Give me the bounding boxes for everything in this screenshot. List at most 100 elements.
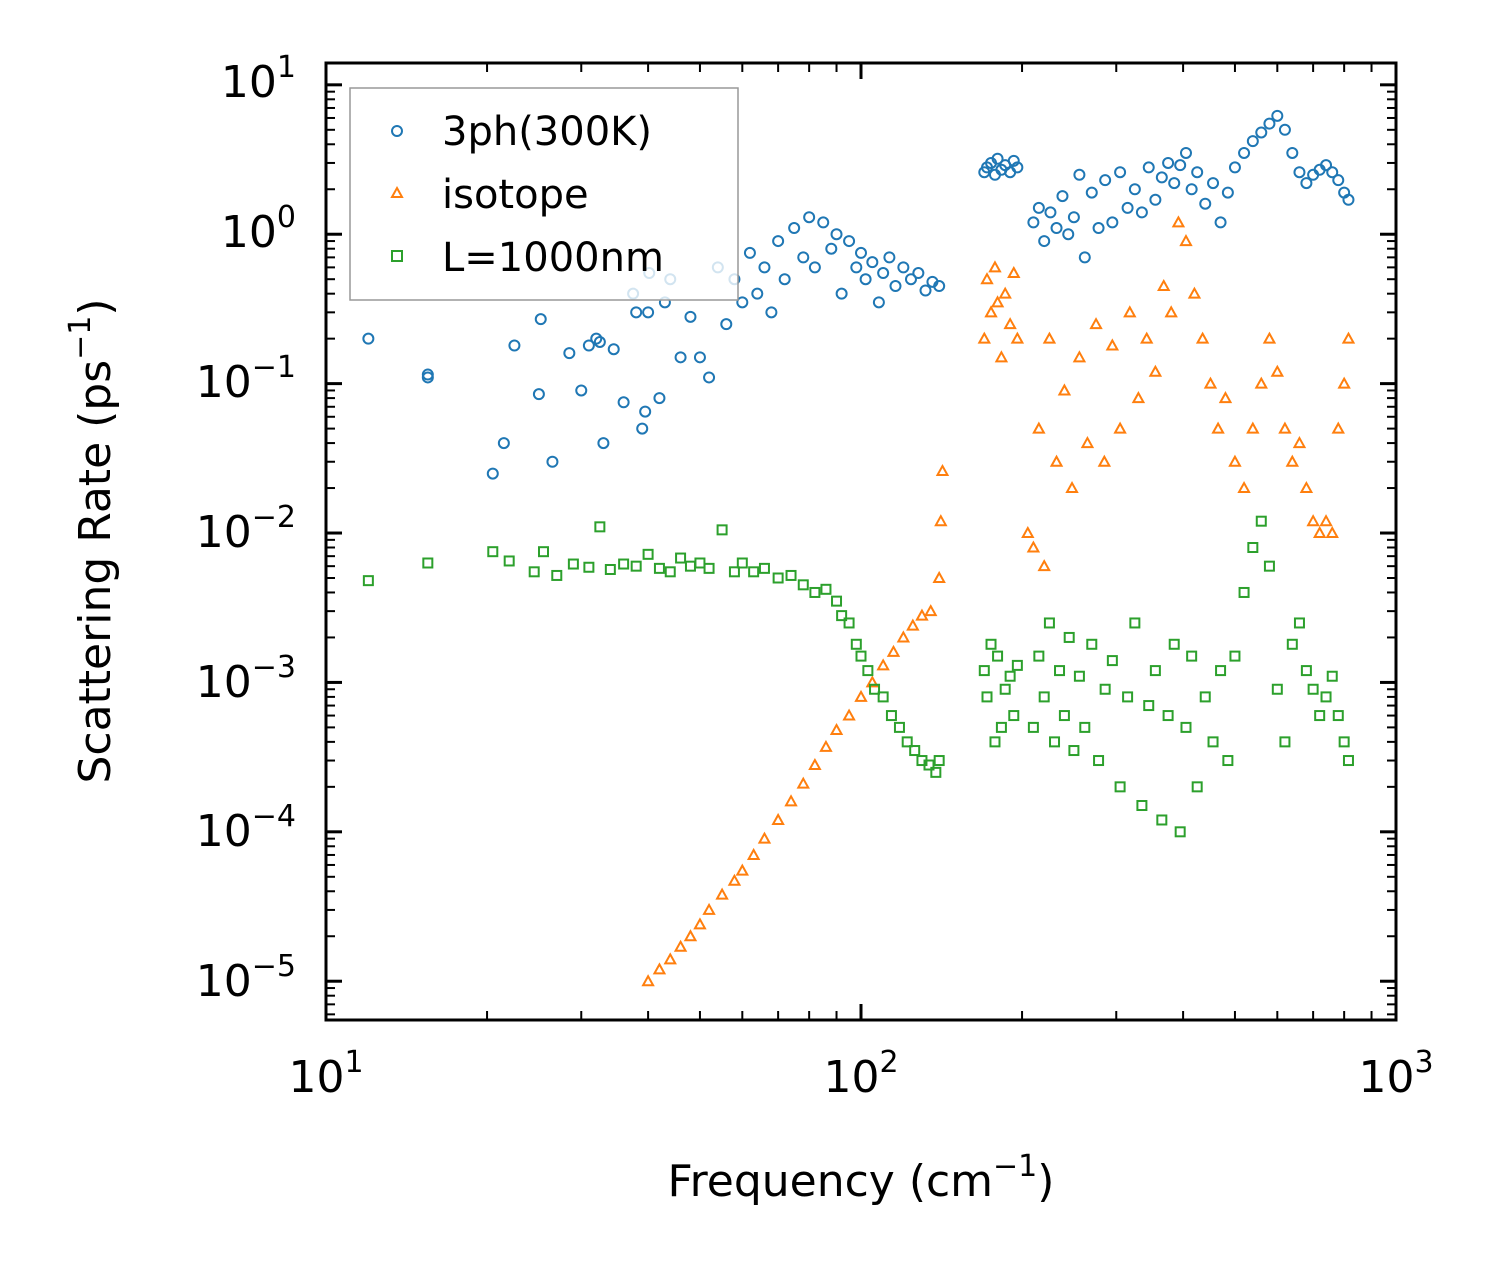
point-triangle — [865, 675, 880, 688]
point-circle — [1246, 135, 1259, 148]
point-square — [758, 562, 770, 574]
point-square — [604, 563, 616, 575]
legend-label-isotope: isotope — [442, 172, 589, 218]
point-square — [1038, 691, 1050, 703]
point-circle — [1078, 251, 1091, 264]
point-circle — [693, 351, 706, 364]
point-triangle — [1331, 421, 1345, 434]
point-square — [1043, 617, 1055, 629]
point-triangle — [1072, 350, 1087, 363]
point-triangle — [715, 887, 729, 900]
point-triangle — [980, 272, 994, 285]
point-triangle — [876, 658, 890, 671]
series-2 — [362, 515, 1354, 838]
point-triangle — [746, 847, 761, 860]
point-circle — [1320, 159, 1333, 172]
point-triangle — [1218, 391, 1233, 404]
point-circle — [1092, 222, 1105, 235]
point-square — [1293, 617, 1305, 629]
point-circle — [933, 280, 946, 293]
point-square — [675, 552, 687, 564]
point-circle — [1162, 156, 1175, 169]
point-triangle — [1042, 331, 1057, 344]
point-square — [1156, 814, 1168, 826]
point-triangle — [932, 570, 946, 583]
point-triangle — [727, 873, 742, 886]
point-triangle — [1148, 364, 1163, 377]
point-square — [933, 755, 945, 767]
point-triangle — [1237, 480, 1251, 494]
point-square — [1174, 826, 1186, 838]
point-square — [1168, 638, 1180, 650]
point-square — [1063, 631, 1075, 643]
x-tick-label-1000: 103 — [1358, 1045, 1433, 1103]
point-triangle — [757, 831, 772, 844]
point-triangle — [1026, 540, 1041, 553]
y-tick-label-1e-4: 10−4 — [196, 799, 296, 857]
point-square — [1271, 683, 1283, 695]
point-square — [1215, 665, 1227, 677]
point-triangle — [1157, 278, 1171, 292]
point-square — [785, 569, 797, 581]
point-square — [1255, 515, 1267, 527]
point-triangle — [784, 794, 798, 807]
point-square — [1207, 736, 1219, 748]
point-circle — [1342, 193, 1355, 206]
point-square — [1008, 710, 1020, 722]
point-triangle — [796, 776, 810, 789]
point-triangle — [896, 630, 911, 643]
point-circle — [912, 267, 925, 280]
point-triangle — [924, 604, 938, 617]
point-circle — [897, 261, 910, 274]
point-circle — [1142, 161, 1155, 174]
point-triangle — [1003, 317, 1017, 330]
point-square — [893, 721, 905, 733]
point-circle — [825, 242, 838, 255]
point-circle — [758, 261, 771, 274]
point-square — [1338, 736, 1350, 748]
point-circle — [1085, 186, 1098, 199]
point-circle — [674, 351, 687, 364]
point-square — [1058, 710, 1070, 722]
point-circle — [803, 211, 816, 224]
point-square — [551, 569, 563, 581]
point-square — [736, 557, 748, 569]
point-circle — [497, 437, 510, 450]
y-tick-label-1e-2: 10−2 — [196, 500, 296, 558]
y-axis-title: Scattering Rate (ps−1) — [63, 298, 121, 783]
point-circle — [1011, 161, 1024, 174]
point-square — [1320, 691, 1332, 703]
point-triangle — [1262, 331, 1277, 344]
point-circle — [617, 396, 630, 409]
x-axis-title: Frequency (cm−1) — [668, 1149, 1055, 1207]
point-circle — [636, 422, 649, 435]
point-circle — [1062, 228, 1075, 241]
point-square — [594, 521, 606, 533]
point-triangle — [1187, 286, 1202, 299]
point-triangle — [693, 917, 707, 930]
point-square — [923, 759, 935, 771]
point-square — [995, 721, 1007, 733]
point-triangle — [1080, 436, 1095, 449]
point-square — [981, 691, 993, 703]
point-square — [989, 736, 1001, 748]
point-circle — [830, 228, 843, 241]
point-square — [703, 562, 715, 574]
point-square — [1186, 650, 1198, 662]
point-circle — [1007, 154, 1020, 167]
point-circle — [593, 335, 606, 348]
point-square — [422, 557, 434, 569]
point-triangle — [1341, 331, 1356, 344]
x-tick-label-100: 102 — [823, 1045, 898, 1103]
point-triangle — [988, 260, 1002, 273]
point-square — [1114, 781, 1126, 793]
point-circle — [1326, 166, 1339, 179]
point-square — [362, 575, 374, 587]
point-square — [885, 710, 897, 722]
axis-ticks — [324, 63, 1398, 1020]
point-triangle — [1337, 376, 1351, 389]
point-triangle — [1270, 364, 1285, 377]
point-circle — [1056, 190, 1069, 203]
point-square — [1238, 586, 1250, 598]
